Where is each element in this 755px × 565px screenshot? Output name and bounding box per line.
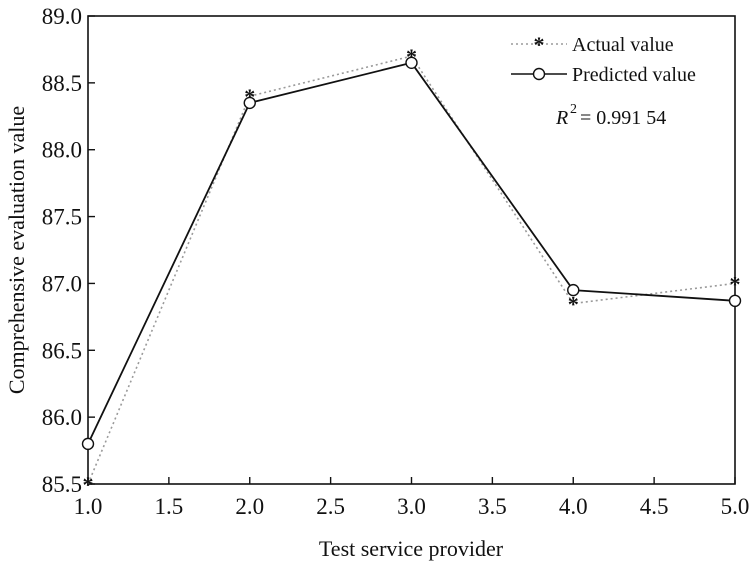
y-axis-ticks: 85.5 86.0 86.5 87.0 87.5 88.0 88.5 89.0 [42,4,95,497]
x-tick-label: 5.0 [721,494,750,519]
x-tick-label: 3.5 [478,494,507,519]
x-axis-label: Test service provider [319,536,504,561]
y-tick-label: 86.0 [42,405,82,430]
x-tick-label: 2.0 [235,494,264,519]
x-tick-label: 1.5 [155,494,184,519]
y-tick-label: 86.5 [42,338,82,363]
predicted-point [81,437,95,451]
x-axis-ticks: 1.0 1.5 2.0 2.5 3.0 3.5 4.0 4.5 5.0 [74,477,750,519]
y-tick-label: 88.5 [42,71,82,96]
r2-symbol: R [555,107,568,129]
x-tick-label: 4.0 [559,494,588,519]
legend-label-predicted: Predicted value [572,64,696,86]
r2-exponent: 2 [570,102,577,117]
y-tick-label: 87.0 [42,271,82,296]
actual-point: * [83,472,94,497]
x-tick-label: 2.5 [316,494,345,519]
r2-value: = 0.991 54 [580,107,666,129]
series-line-actual [87,55,736,485]
legend-marker-actual: * [534,32,545,57]
y-tick-label: 88.0 [42,138,82,163]
plot-frame [87,15,736,485]
r2-annotation: R 2 = 0.991 54 [555,102,666,129]
x-tick-label: 3.0 [397,494,426,519]
y-tick-label: 87.5 [42,205,82,230]
x-tick-label: 4.5 [640,494,669,519]
predicted-point [405,56,418,69]
predicted-point [567,283,580,297]
y-tick-label: 85.5 [42,472,82,497]
x-tick-label: 1.0 [74,494,103,519]
actual-point: * [568,291,579,316]
series-layer: ***** [81,44,742,497]
predicted-point [728,294,742,308]
predicted-point [243,96,256,110]
y-tick-label: 89.0 [42,4,82,29]
legend-label-actual: Actual value [572,34,674,56]
legend: * Actual value Predicted value [511,32,696,86]
legend-marker-predicted [532,67,546,81]
actual-point: * [730,271,741,296]
y-axis-label: Comprehensive evaluation value [4,106,29,394]
